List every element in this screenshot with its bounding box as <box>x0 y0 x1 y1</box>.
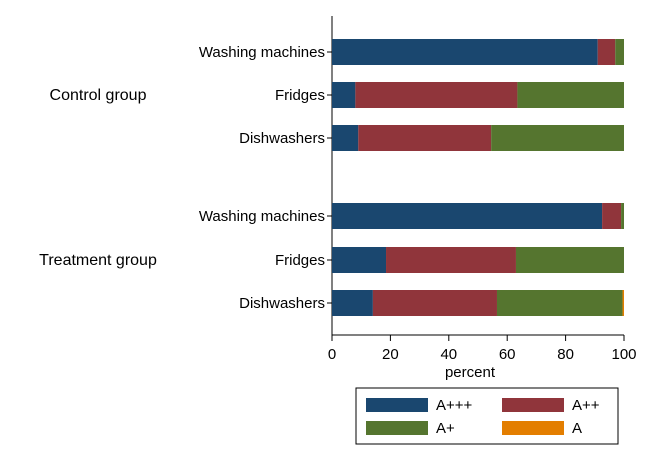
x-tick-label: 20 <box>382 346 399 363</box>
category-label: Washing machines <box>199 208 325 225</box>
x-axis-title: percent <box>445 364 496 381</box>
x-tick-label: 60 <box>499 346 516 363</box>
category-label: Dishwashers <box>239 130 325 147</box>
category-label: Fridges <box>275 252 325 269</box>
bar-segment <box>372 290 497 316</box>
bar-segment <box>517 82 624 108</box>
bar-segment <box>355 82 518 108</box>
x-tick-label: 100 <box>611 346 636 363</box>
bars-layer <box>332 39 624 316</box>
bar-segment <box>332 125 359 151</box>
bar-segment <box>332 39 598 65</box>
bar-segment <box>621 203 624 229</box>
legend-swatch <box>366 398 428 412</box>
bar-segment <box>386 247 516 273</box>
x-tick-label: 0 <box>328 346 336 363</box>
bar-segment <box>622 290 624 316</box>
bar-segment <box>615 39 624 65</box>
x-tick-label: 80 <box>557 346 574 363</box>
bar-segment <box>496 290 623 316</box>
legend-label: A <box>572 420 582 437</box>
bar-segment <box>332 203 603 229</box>
bar-segment <box>332 247 387 273</box>
legend-label: A+++ <box>436 397 473 414</box>
bar-segment <box>332 290 373 316</box>
bar-segment <box>491 125 624 151</box>
bar-segment <box>597 39 616 65</box>
category-label: Dishwashers <box>239 295 325 312</box>
bar-segment <box>515 247 624 273</box>
labels-layer: 0 20 40 60 80 100 percent Washing machines Fridg… <box>39 44 636 381</box>
legend-label: A++ <box>572 397 600 414</box>
legend-swatch <box>366 421 428 435</box>
category-label: Fridges <box>275 87 325 104</box>
bar-segment <box>332 82 356 108</box>
legend: A+++ A++ A+ A <box>355 387 619 445</box>
category-label: Washing machines <box>199 44 325 61</box>
legend-label: A+ <box>436 420 455 437</box>
bar-segment <box>602 203 622 229</box>
group-label: Control group <box>50 87 147 104</box>
bar-segment <box>358 125 492 151</box>
x-tick-label: 40 <box>440 346 457 363</box>
legend-swatch <box>502 398 564 412</box>
axes-layer <box>327 16 625 341</box>
legend-swatch <box>502 421 564 435</box>
group-label: Treatment group <box>39 252 157 269</box>
